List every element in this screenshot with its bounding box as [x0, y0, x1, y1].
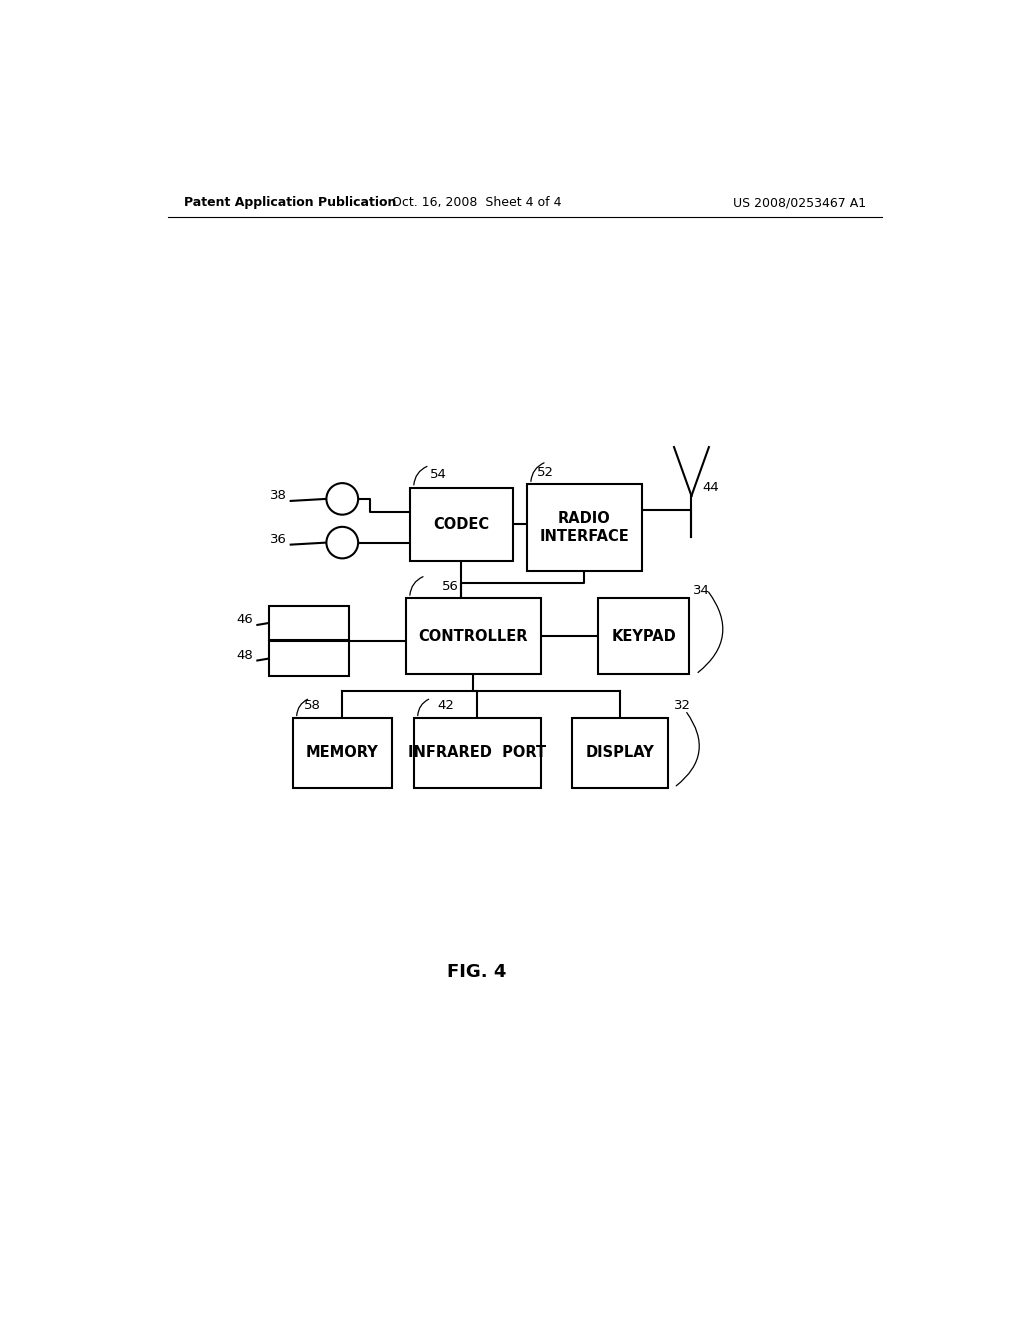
Text: CODEC: CODEC	[433, 517, 489, 532]
Text: FIG. 4: FIG. 4	[447, 962, 507, 981]
Text: 56: 56	[441, 581, 459, 594]
FancyBboxPatch shape	[293, 718, 392, 788]
Ellipse shape	[327, 527, 358, 558]
Text: 42: 42	[437, 700, 455, 713]
FancyBboxPatch shape	[406, 598, 541, 675]
Text: US 2008/0253467 A1: US 2008/0253467 A1	[733, 195, 866, 209]
Text: DISPLAY: DISPLAY	[586, 746, 654, 760]
Text: MEMORY: MEMORY	[306, 746, 379, 760]
FancyBboxPatch shape	[414, 718, 541, 788]
FancyBboxPatch shape	[598, 598, 689, 675]
Text: 58: 58	[304, 700, 322, 713]
Text: Oct. 16, 2008  Sheet 4 of 4: Oct. 16, 2008 Sheet 4 of 4	[392, 195, 562, 209]
Text: 34: 34	[693, 585, 710, 598]
Text: 52: 52	[537, 466, 554, 479]
Text: 32: 32	[674, 700, 691, 713]
FancyBboxPatch shape	[410, 487, 513, 561]
FancyBboxPatch shape	[526, 484, 642, 570]
FancyBboxPatch shape	[269, 606, 348, 640]
Text: RADIO
INTERFACE: RADIO INTERFACE	[540, 511, 629, 544]
Ellipse shape	[327, 483, 358, 515]
Text: 48: 48	[237, 649, 253, 661]
Text: 46: 46	[237, 614, 253, 627]
Text: INFRARED  PORT: INFRARED PORT	[409, 746, 546, 760]
Text: 38: 38	[270, 490, 287, 503]
Text: 54: 54	[430, 467, 446, 480]
Text: 36: 36	[270, 533, 287, 546]
Text: KEYPAD: KEYPAD	[611, 628, 676, 644]
FancyBboxPatch shape	[269, 642, 348, 676]
Text: 44: 44	[702, 482, 719, 494]
Text: Patent Application Publication: Patent Application Publication	[183, 195, 396, 209]
Text: CONTROLLER: CONTROLLER	[419, 628, 528, 644]
FancyBboxPatch shape	[572, 718, 668, 788]
